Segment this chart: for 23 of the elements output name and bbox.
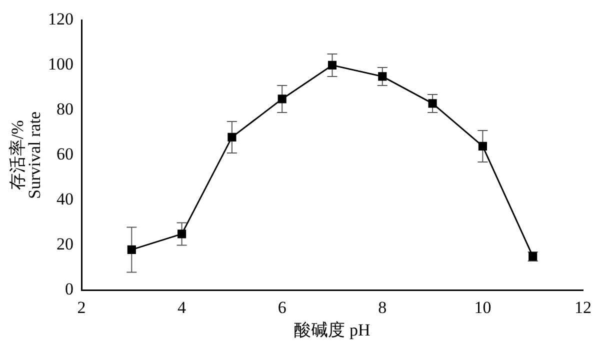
- x-tick-label: 4: [178, 298, 187, 317]
- point: [278, 94, 286, 104]
- x-tick-label: 12: [574, 298, 592, 317]
- y-tick-label: 80: [56, 100, 74, 119]
- x-tick-label: 10: [474, 298, 492, 317]
- y-axis-title: 存活率/% Survival rate: [8, 112, 44, 199]
- y-tick-label: 100: [48, 54, 74, 74]
- x-tick-label: 2: [77, 298, 86, 317]
- y-tick-label: 0: [65, 280, 74, 299]
- x-tick-label: 8: [378, 298, 387, 317]
- y-tick-label: 20: [56, 234, 74, 254]
- point: [178, 230, 186, 238]
- x-tick-label: 6: [278, 298, 286, 317]
- point: [378, 72, 387, 81]
- x-axis-title: 酸碱度 pH: [294, 320, 370, 340]
- point: [428, 99, 437, 108]
- point: [228, 132, 236, 142]
- point: [478, 142, 487, 150]
- point: [328, 60, 337, 70]
- point: [127, 245, 136, 254]
- y-tick-label: 40: [56, 190, 74, 209]
- y-tick-label: 60: [56, 144, 74, 164]
- y-tick-label: 120: [48, 10, 74, 29]
